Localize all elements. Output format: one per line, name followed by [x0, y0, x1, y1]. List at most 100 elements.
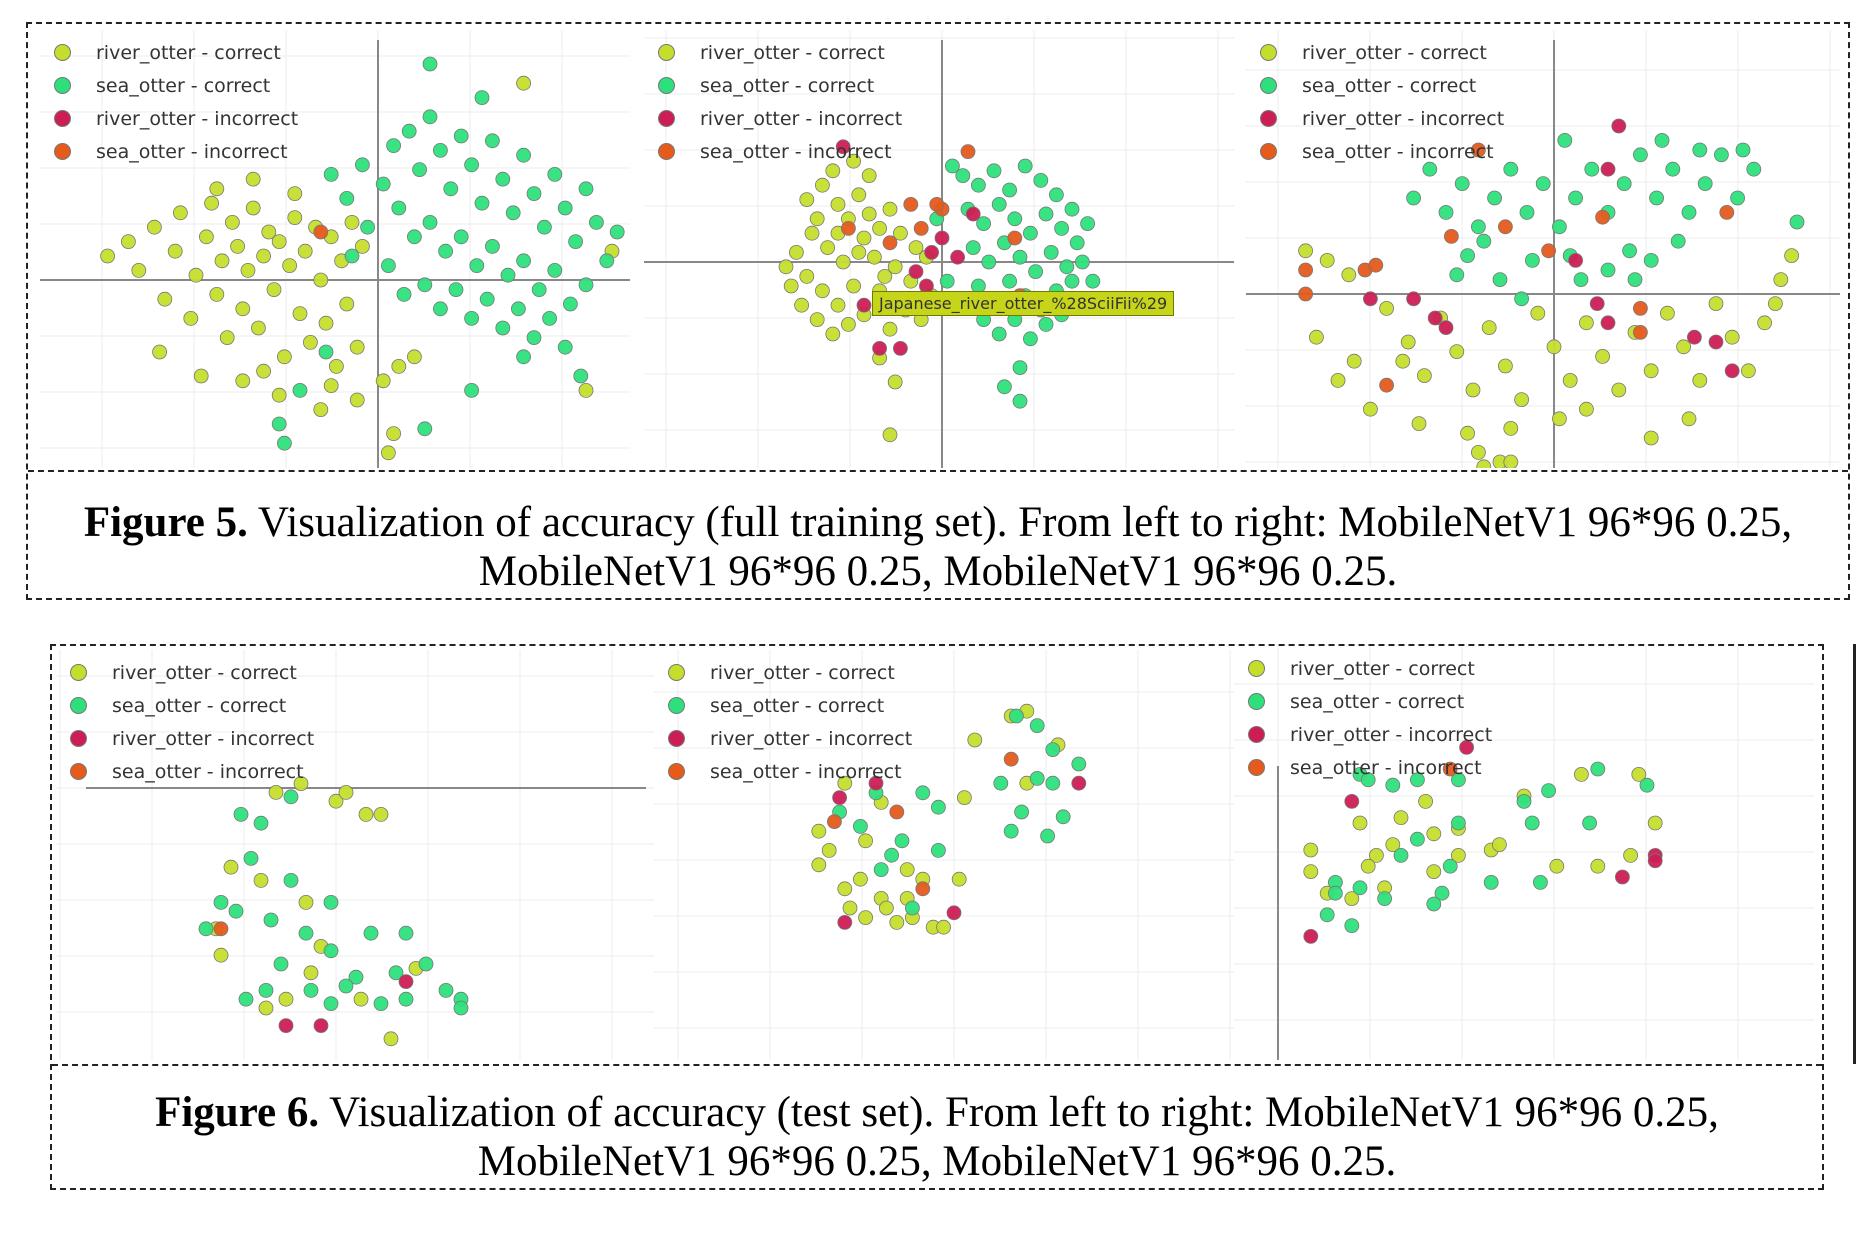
scatter-point[interactable]	[1008, 708, 1024, 724]
scatter-point[interactable]	[495, 320, 511, 336]
scatter-point[interactable]	[851, 187, 867, 203]
scatter-point[interactable]	[1487, 190, 1503, 206]
scatter-point[interactable]	[568, 234, 583, 250]
scatter-point[interactable]	[121, 234, 136, 250]
scatter-point[interactable]	[1303, 928, 1319, 944]
scatter-point[interactable]	[1442, 761, 1458, 777]
scatter-point[interactable]	[1007, 230, 1023, 246]
scatter-point[interactable]	[1393, 847, 1409, 863]
scatter-point[interactable]	[1409, 831, 1425, 847]
scatter-point[interactable]	[1003, 823, 1019, 839]
scatter-point[interactable]	[1746, 161, 1762, 177]
scatter-point[interactable]	[547, 166, 563, 182]
scatter-point[interactable]	[268, 784, 284, 800]
scatter-point[interactable]	[380, 258, 396, 274]
scatter-point[interactable]	[1627, 272, 1643, 288]
scatter-point[interactable]	[1059, 259, 1075, 275]
scatter-point[interactable]	[1470, 142, 1486, 158]
scatter-point[interactable]	[915, 881, 931, 897]
scatter-point[interactable]	[354, 157, 370, 173]
scatter-point[interactable]	[887, 259, 903, 275]
scatter-point[interactable]	[1789, 214, 1805, 230]
scatter-point[interactable]	[1303, 864, 1319, 880]
scatter-point[interactable]	[1639, 777, 1655, 793]
scatter-point[interactable]	[1064, 273, 1080, 289]
scatter-point[interactable]	[1724, 363, 1740, 379]
scatter-point[interactable]	[946, 905, 962, 921]
scatter-point[interactable]	[1665, 161, 1681, 177]
scatter-point[interactable]	[1029, 718, 1045, 733]
scatter-point[interactable]	[1344, 793, 1360, 809]
scatter-point[interactable]	[1568, 252, 1584, 268]
scatter-point[interactable]	[398, 991, 414, 1007]
scatter-point[interactable]	[1319, 907, 1335, 923]
scatter-point[interactable]	[1719, 204, 1735, 220]
scatter-point[interactable]	[913, 220, 929, 236]
scatter-point[interactable]	[338, 784, 354, 800]
scatter-point[interactable]	[1395, 353, 1411, 369]
scatter-point[interactable]	[406, 229, 422, 245]
scatter-point[interactable]	[894, 833, 910, 849]
scatter-point[interactable]	[589, 214, 604, 230]
scatter-point[interactable]	[516, 349, 532, 365]
scatter-point[interactable]	[188, 267, 204, 283]
scatter-point[interactable]	[1064, 201, 1080, 217]
scatter-point[interactable]	[1476, 459, 1492, 468]
scatter-point[interactable]	[814, 283, 830, 299]
scatter-point[interactable]	[1341, 267, 1357, 283]
scatter-point[interactable]	[929, 196, 945, 212]
scatter-point[interactable]	[960, 144, 976, 159]
scatter-point[interactable]	[348, 969, 364, 985]
scatter-point[interactable]	[1530, 305, 1546, 321]
scatter-point[interactable]	[240, 262, 256, 278]
scatter-point[interactable]	[363, 925, 379, 941]
scatter-point[interactable]	[578, 181, 594, 197]
scatter-point[interactable]	[469, 258, 485, 274]
scatter-point[interactable]	[1029, 770, 1045, 786]
scatter-point[interactable]	[889, 804, 905, 820]
scatter-point[interactable]	[826, 814, 842, 830]
scatter-point[interactable]	[578, 382, 594, 398]
scatter-point[interactable]	[814, 177, 830, 193]
scatter-point[interactable]	[887, 374, 903, 390]
scatter-point[interactable]	[573, 368, 589, 384]
scatter-point[interactable]	[131, 262, 147, 278]
scatter-point[interactable]	[799, 268, 815, 284]
scatter-point[interactable]	[396, 286, 412, 302]
scatter-point[interactable]	[375, 176, 391, 192]
scatter-point[interactable]	[228, 903, 244, 919]
scatter-point[interactable]	[1514, 291, 1530, 307]
scatter-point[interactable]	[1470, 444, 1486, 460]
legend-item[interactable]: river_otter - incorrect	[668, 722, 912, 755]
scatter-point[interactable]	[1600, 262, 1616, 278]
scatter-point[interactable]	[809, 312, 825, 328]
scatter-point[interactable]	[820, 240, 836, 256]
scatter-point[interactable]	[1344, 918, 1360, 934]
scatter-point[interactable]	[951, 871, 967, 887]
scatter-point[interactable]	[1427, 310, 1443, 326]
legend-item[interactable]: river_otter - incorrect	[1248, 718, 1492, 751]
scatter-point[interactable]	[386, 138, 402, 153]
scatter-point[interactable]	[1400, 334, 1416, 350]
scatter-point[interactable]	[1708, 296, 1724, 312]
scatter-point[interactable]	[219, 330, 235, 346]
scatter-point[interactable]	[157, 291, 173, 307]
scatter-point[interactable]	[778, 259, 794, 275]
legend-item[interactable]: river_otter - correct	[1248, 652, 1492, 685]
scatter-point[interactable]	[214, 253, 230, 269]
scatter-point[interactable]	[1735, 142, 1751, 158]
scatter-point[interactable]	[882, 235, 898, 251]
scatter-point[interactable]	[1003, 751, 1019, 767]
scatter-point[interactable]	[1071, 775, 1087, 791]
scatter-point[interactable]	[1541, 783, 1557, 799]
scatter-point[interactable]	[1298, 262, 1313, 278]
scatter-point[interactable]	[924, 244, 940, 260]
scatter-point[interactable]	[1686, 329, 1702, 345]
scatter-point[interactable]	[453, 229, 469, 245]
scatter-point[interactable]	[464, 157, 480, 173]
legend-item[interactable]: river_otter - incorrect	[1260, 102, 1504, 135]
scatter-point[interactable]	[418, 956, 434, 972]
scatter-point[interactable]	[1647, 815, 1663, 831]
scatter-point[interactable]	[1002, 182, 1018, 198]
scatter-point[interactable]	[398, 974, 414, 990]
